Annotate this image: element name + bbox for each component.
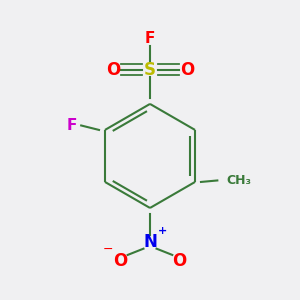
Text: +: + <box>158 226 167 236</box>
Text: N: N <box>143 233 157 251</box>
Text: F: F <box>67 118 77 133</box>
Text: −: − <box>103 243 114 256</box>
Text: O: O <box>106 61 120 79</box>
Text: F: F <box>145 31 155 46</box>
Text: CH₃: CH₃ <box>226 174 251 187</box>
Text: S: S <box>144 61 156 79</box>
Text: O: O <box>172 253 187 271</box>
Text: O: O <box>180 61 194 79</box>
Text: O: O <box>113 253 127 271</box>
